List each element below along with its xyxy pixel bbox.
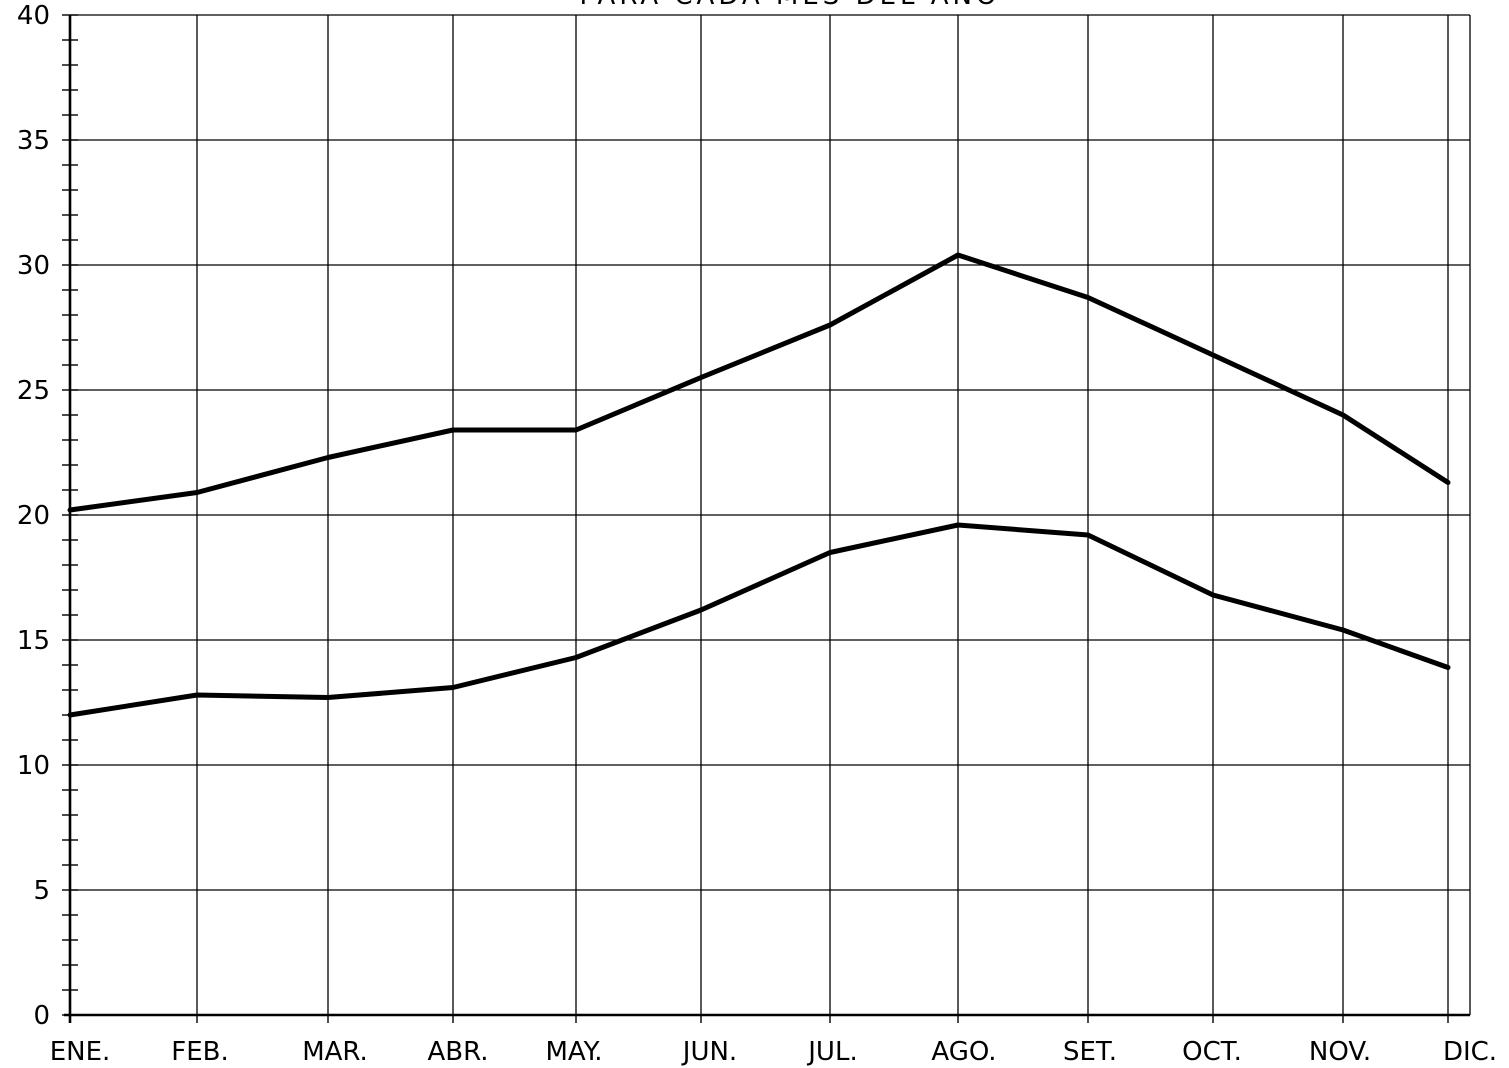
y-tick-label: 15 bbox=[17, 626, 50, 656]
x-tick-label: FEB. bbox=[171, 1037, 228, 1067]
series-line-lower bbox=[67, 522, 1451, 718]
x-tick-label: JUN. bbox=[681, 1037, 737, 1067]
x-tick-label: ABR. bbox=[427, 1037, 488, 1067]
grid-layer bbox=[62, 14, 1471, 1023]
y-tick-label: 40 bbox=[17, 1, 50, 31]
y-tick-label: 35 bbox=[17, 126, 50, 156]
y-tick-label: 5 bbox=[33, 876, 50, 906]
y-tick-label: 0 bbox=[33, 1001, 50, 1031]
x-axis-ticks: ENE. FEB. MAR. ABR. MAY. JUN. JUL. AGO. SET. OCT.… bbox=[50, 1037, 1497, 1067]
y-tick-label: 25 bbox=[17, 376, 50, 406]
x-tick-label: ENE. bbox=[50, 1037, 111, 1067]
y-axis-ticks: 0 5 10 15 20 25 30 35 40 bbox=[17, 1, 50, 1031]
x-tick-label: MAR. bbox=[302, 1037, 368, 1067]
y-tick-label: 30 bbox=[17, 251, 50, 281]
x-tick-label: OCT. bbox=[1182, 1037, 1242, 1067]
x-tick-label: MAY. bbox=[545, 1037, 602, 1067]
x-tick-label: NOV. bbox=[1309, 1037, 1371, 1067]
chart-title: PARA CADA MES DEL AÑO bbox=[580, 0, 1001, 11]
x-tick-label: AGO. bbox=[931, 1037, 996, 1067]
series-layer bbox=[67, 252, 1451, 718]
y-tick-label: 20 bbox=[17, 501, 50, 531]
y-tick-label: 10 bbox=[17, 751, 50, 781]
series-line-upper bbox=[67, 252, 1451, 513]
x-tick-label: SET. bbox=[1063, 1037, 1117, 1067]
x-tick-label: JUL. bbox=[806, 1037, 857, 1067]
x-tick-label: DIC. bbox=[1443, 1037, 1497, 1067]
